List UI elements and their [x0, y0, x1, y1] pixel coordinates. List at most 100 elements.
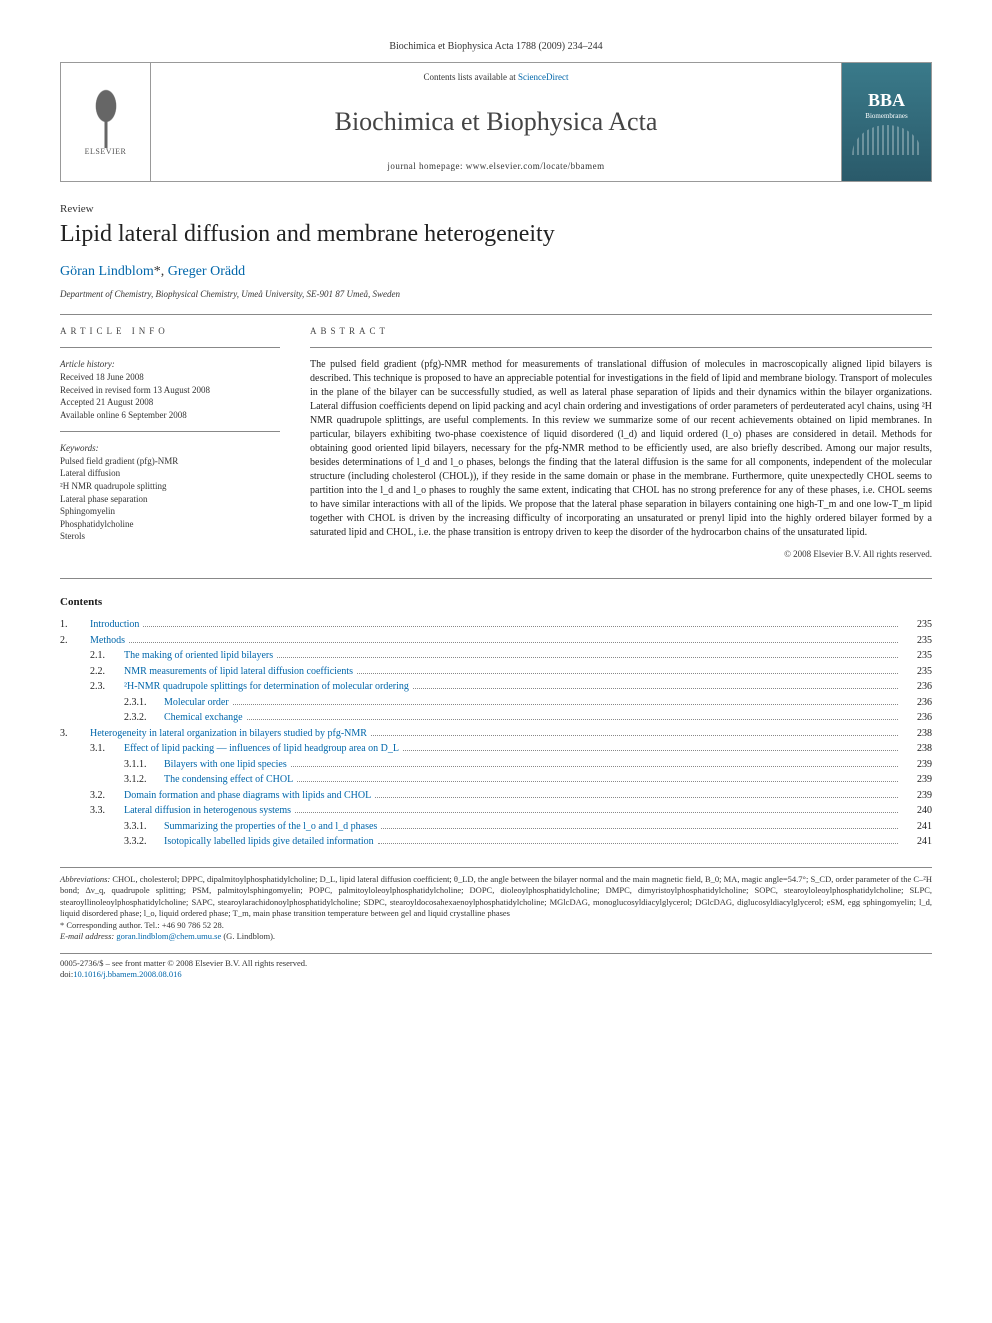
abstract-heading: ABSTRACT	[310, 325, 932, 337]
toc-page: 239	[902, 758, 932, 772]
toc-leader-dots	[413, 688, 898, 689]
elsevier-tree-icon	[81, 85, 131, 145]
toc-leader-dots	[371, 735, 898, 736]
toc-link[interactable]: The making of oriented lipid bilayers	[124, 650, 273, 661]
affiliation: Department of Chemistry, Biophysical Che…	[60, 288, 932, 300]
toc-leader-dots	[277, 657, 898, 658]
homepage-prefix: journal homepage:	[387, 161, 465, 171]
toc-number: 2.3.1.	[124, 696, 164, 710]
toc-link[interactable]: Domain formation and phase diagrams with…	[124, 790, 371, 801]
table-of-contents: 1.Introduction2352.Methods2352.1.The mak…	[60, 618, 932, 849]
bba-sublabel: Biomembranes	[865, 112, 907, 121]
toc-link[interactable]: Isotopically labelled lipids give detail…	[164, 836, 374, 847]
authors: Göran Lindblom*, Greger Orädd	[60, 263, 932, 282]
history-online: Available online 6 September 2008	[60, 409, 280, 422]
toc-row: 2.Methods 235	[60, 634, 932, 648]
history-label: Article history:	[60, 358, 280, 371]
toc-title: Heterogeneity in lateral organization in…	[90, 727, 367, 741]
toc-leader-dots	[233, 704, 898, 705]
toc-leader-dots	[378, 843, 898, 844]
toc-page: 238	[902, 727, 932, 741]
toc-title: Isotopically labelled lipids give detail…	[164, 835, 374, 849]
toc-leader-dots	[357, 673, 898, 674]
toc-title: Domain formation and phase diagrams with…	[124, 789, 371, 803]
toc-page: 235	[902, 634, 932, 648]
toc-leader-dots	[247, 719, 898, 720]
bba-label: BBA	[868, 88, 905, 112]
toc-number: 2.	[60, 634, 90, 648]
toc-link[interactable]: Heterogeneity in lateral organization in…	[90, 728, 367, 739]
toc-title: Chemical exchange	[164, 711, 243, 725]
toc-number: 2.3.2.	[124, 711, 164, 725]
author-link-1[interactable]: Göran Lindblom	[60, 264, 154, 279]
abbreviations: Abbreviations: CHOL, cholesterol; DPPC, …	[60, 874, 932, 920]
elsevier-logo: ELSEVIER	[61, 63, 151, 181]
toc-page: 235	[902, 618, 932, 632]
journal-homepage: journal homepage: www.elsevier.com/locat…	[387, 160, 604, 172]
toc-row: 2.3.2.Chemical exchange 236	[60, 711, 932, 725]
toc-link[interactable]: Bilayers with one lipid species	[164, 759, 287, 770]
info-abstract-row: ARTICLE INFO Article history: Received 1…	[60, 325, 932, 560]
toc-link[interactable]: The condensing effect of CHOL	[164, 774, 293, 785]
toc-row: 3.2.Domain formation and phase diagrams …	[60, 789, 932, 803]
divider	[60, 314, 932, 315]
toc-page: 241	[902, 835, 932, 849]
divider	[60, 347, 280, 348]
keyword-item: Pulsed field gradient (pfg)-NMR	[60, 455, 280, 468]
keywords-label: Keywords:	[60, 442, 280, 455]
toc-page: 239	[902, 773, 932, 787]
toc-row: 1.Introduction235	[60, 618, 932, 632]
keywords-block: Keywords: Pulsed field gradient (pfg)-NM…	[60, 442, 280, 543]
journal-header-box: ELSEVIER Contents lists available at Sci…	[60, 62, 932, 182]
toc-title: Introduction	[90, 618, 139, 632]
toc-link[interactable]: NMR measurements of lipid lateral diffus…	[124, 666, 353, 677]
toc-number: 3.1.1.	[124, 758, 164, 772]
toc-title: Molecular order	[164, 696, 229, 710]
toc-row: 3.3.Lateral diffusion in heterogenous sy…	[60, 804, 932, 818]
author-star: *	[154, 264, 161, 279]
toc-title: ²H-NMR quadrupole splittings for determi…	[124, 680, 409, 694]
abstract-copyright: © 2008 Elsevier B.V. All rights reserved…	[310, 548, 932, 560]
contents-available-line: Contents lists available at ScienceDirec…	[424, 71, 569, 83]
article-info-heading: ARTICLE INFO	[60, 325, 280, 337]
toc-link[interactable]: Summarizing the properties of the l_o an…	[164, 821, 377, 832]
sciencedirect-link[interactable]: ScienceDirect	[518, 72, 568, 82]
abbrev-label: Abbreviations:	[60, 874, 110, 884]
toc-page: 241	[902, 820, 932, 834]
contents-heading: Contents	[60, 595, 932, 610]
toc-page: 240	[902, 804, 932, 818]
corresponding-author: * Corresponding author. Tel.: +46 90 786…	[60, 920, 932, 931]
email-link[interactable]: goran.lindblom@chem.umu.se	[116, 931, 221, 941]
article-type: Review	[60, 202, 932, 217]
doi-link[interactable]: 10.1016/j.bbamem.2008.08.016	[73, 969, 181, 979]
toc-title: NMR measurements of lipid lateral diffus…	[124, 665, 353, 679]
toc-number: 3.2.	[90, 789, 124, 803]
history-revised: Received in revised form 13 August 2008	[60, 384, 280, 397]
author-link-2[interactable]: Greger Orädd	[168, 264, 245, 279]
keyword-item: Phosphatidylcholine	[60, 518, 280, 531]
author-sep: ,	[161, 264, 168, 279]
toc-row: 2.1.The making of oriented lipid bilayer…	[60, 649, 932, 663]
toc-row: 3.3.1.Summarizing the properties of the …	[60, 820, 932, 834]
toc-number: 3.3.	[90, 804, 124, 818]
toc-number: 3.1.	[90, 742, 124, 756]
divider	[60, 431, 280, 432]
homepage-url: www.elsevier.com/locate/bbamem	[466, 161, 605, 171]
toc-page: 236	[902, 711, 932, 725]
toc-link[interactable]: Introduction	[90, 619, 139, 630]
toc-title: Methods	[90, 634, 125, 648]
toc-link[interactable]: Lateral diffusion in heterogenous system…	[124, 805, 291, 816]
toc-link[interactable]: Methods	[90, 635, 125, 646]
bba-wave-icon	[852, 125, 922, 155]
front-matter-line: 0005-2736/$ – see front matter © 2008 El…	[60, 958, 932, 969]
keyword-item: Lateral phase separation	[60, 493, 280, 506]
toc-page: 235	[902, 665, 932, 679]
toc-link[interactable]: ²H-NMR quadrupole splittings for determi…	[124, 681, 409, 692]
toc-link[interactable]: Molecular order	[164, 697, 229, 708]
toc-link[interactable]: Effect of lipid packing — influences of …	[124, 743, 399, 754]
contents-prefix: Contents lists available at	[424, 72, 518, 82]
toc-number: 2.2.	[90, 665, 124, 679]
toc-row: 2.2.NMR measurements of lipid lateral di…	[60, 665, 932, 679]
toc-number: 3.	[60, 727, 90, 741]
toc-link[interactable]: Chemical exchange	[164, 712, 243, 723]
